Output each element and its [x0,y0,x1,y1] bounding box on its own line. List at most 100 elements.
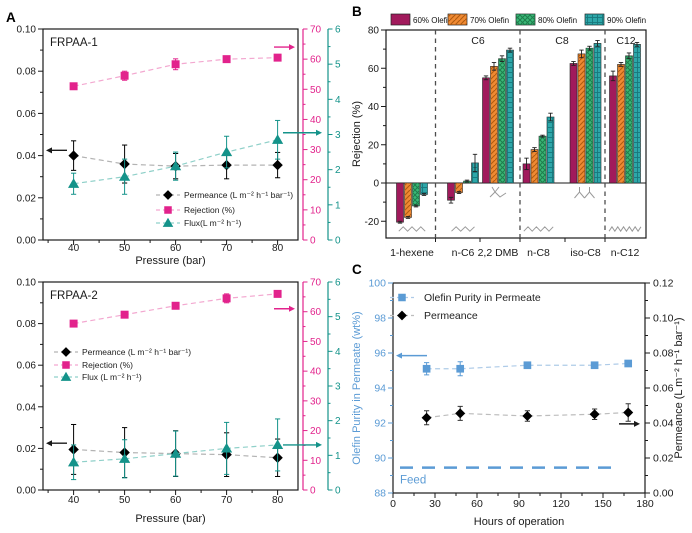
svg-text:0: 0 [335,486,341,497]
svg-text:0.00: 0.00 [17,486,37,497]
svg-text:0.06: 0.06 [17,361,37,372]
svg-text:2,2 DMB: 2,2 DMB [478,247,519,259]
svg-text:Permeance (L m⁻² h⁻¹ bar⁻¹): Permeance (L m⁻² h⁻¹ bar⁻¹) [673,317,685,458]
svg-text:n-C12: n-C12 [611,247,640,259]
svg-text:0.00: 0.00 [17,236,37,247]
svg-text:92: 92 [374,418,386,430]
svg-text:70: 70 [310,25,322,36]
svg-text:60: 60 [170,495,182,506]
svg-text:4: 4 [335,95,341,106]
svg-text:-20: -20 [365,217,380,228]
svg-text:0.10: 0.10 [17,25,37,36]
svg-text:n-C8: n-C8 [527,247,550,259]
svg-text:90% Olefin: 90% Olefin [607,16,646,25]
svg-text:0.08: 0.08 [17,67,37,78]
svg-text:1-hexene: 1-hexene [390,247,434,259]
svg-text:96: 96 [374,348,386,360]
svg-text:C6: C6 [471,35,485,47]
svg-text:60: 60 [310,55,322,66]
svg-text:Rejection (%): Rejection (%) [184,205,235,215]
svg-text:40: 40 [68,495,80,506]
svg-text:3: 3 [335,130,341,141]
svg-text:0.02: 0.02 [653,453,674,465]
svg-text:4: 4 [335,347,341,358]
svg-text:0.08: 0.08 [653,348,674,360]
svg-text:iso-C8: iso-C8 [570,247,601,259]
svg-text:20: 20 [310,426,322,437]
svg-text:40: 40 [310,367,322,378]
svg-text:1: 1 [335,451,341,462]
svg-text:0.02: 0.02 [17,444,37,455]
svg-text:30: 30 [429,498,441,510]
svg-text:20: 20 [310,175,322,186]
svg-text:C12: C12 [616,35,635,47]
svg-text:Hours of operation: Hours of operation [474,516,565,528]
svg-text:30: 30 [310,145,322,156]
svg-text:Permeance (L m⁻² h⁻¹ bar⁻¹): Permeance (L m⁻² h⁻¹ bar⁻¹) [82,347,191,357]
svg-text:Rejection (%): Rejection (%) [351,101,363,167]
svg-text:60: 60 [368,64,380,75]
svg-text:0.04: 0.04 [653,418,674,430]
panel-b-label: B [352,4,362,19]
svg-text:90: 90 [513,498,525,510]
svg-text:Permeance (L m⁻² h⁻¹ bar⁻¹): Permeance (L m⁻² h⁻¹ bar⁻¹) [184,190,293,200]
svg-text:Olefin Purity in Permeate (wt%: Olefin Purity in Permeate (wt%) [351,311,363,464]
svg-text:0: 0 [310,236,316,247]
svg-text:10: 10 [310,205,322,216]
svg-text:70% Olefin: 70% Olefin [470,16,509,25]
svg-text:0.10: 0.10 [17,278,37,289]
svg-text:120: 120 [552,498,570,510]
svg-text:Permeance: Permeance [424,310,478,322]
svg-text:2: 2 [335,165,341,176]
panel-c-label: C [352,262,362,277]
svg-text:0.02: 0.02 [17,193,37,204]
svg-text:0.10: 0.10 [653,313,674,325]
svg-text:Pressure (bar): Pressure (bar) [135,255,205,267]
panel-stability-chart: 88 90 92 94 96 98 100 0.00 0.02 0.04 0.06 0.08 0.10 0… [351,278,685,529]
svg-text:0.06: 0.06 [17,109,37,120]
svg-text:Flux(L m⁻² h⁻¹): Flux(L m⁻² h⁻¹) [184,218,241,228]
svg-text:n-C6: n-C6 [452,247,475,259]
svg-text:10: 10 [310,456,322,467]
svg-text:70: 70 [221,495,233,506]
svg-text:Pressure (bar): Pressure (bar) [135,513,205,525]
svg-text:0.04: 0.04 [17,151,37,162]
svg-text:98: 98 [374,313,386,325]
svg-text:FRPAA-2: FRPAA-2 [50,290,98,302]
svg-text:60: 60 [471,498,483,510]
svg-text:60: 60 [170,243,182,254]
svg-text:50: 50 [310,337,322,348]
svg-text:C8: C8 [555,35,569,47]
svg-text:88: 88 [374,488,386,500]
svg-text:0.08: 0.08 [17,319,37,330]
svg-text:6: 6 [335,278,341,289]
svg-text:2: 2 [335,416,341,427]
svg-text:6: 6 [335,25,341,36]
svg-text:100: 100 [368,278,386,290]
svg-text:5: 5 [335,60,341,71]
svg-text:0: 0 [310,486,316,497]
panel-a-label: A [6,10,16,25]
svg-text:70: 70 [310,278,322,289]
svg-text:0.04: 0.04 [17,402,37,413]
svg-text:50: 50 [119,495,131,506]
svg-text:40: 40 [310,115,322,126]
svg-text:20: 20 [368,140,380,151]
svg-text:Olefin Purity in Permeate: Olefin Purity in Permeate [424,292,541,304]
svg-text:80: 80 [272,495,284,506]
svg-text:0: 0 [373,179,379,190]
svg-text:0: 0 [390,498,396,510]
svg-text:80: 80 [272,243,284,254]
svg-text:0.06: 0.06 [653,383,674,395]
svg-text:50: 50 [119,243,131,254]
svg-text:70: 70 [221,243,233,254]
svg-text:90: 90 [374,453,386,465]
svg-text:30: 30 [310,396,322,407]
svg-text:150: 150 [594,498,612,510]
svg-text:60% Olefin: 60% Olefin [413,16,452,25]
svg-text:80: 80 [368,26,380,37]
panel-rejection-bar-chart: -20 0 20 40 60 80 Rejection (%) C6 C8 C12 1-hexene… [351,13,647,259]
